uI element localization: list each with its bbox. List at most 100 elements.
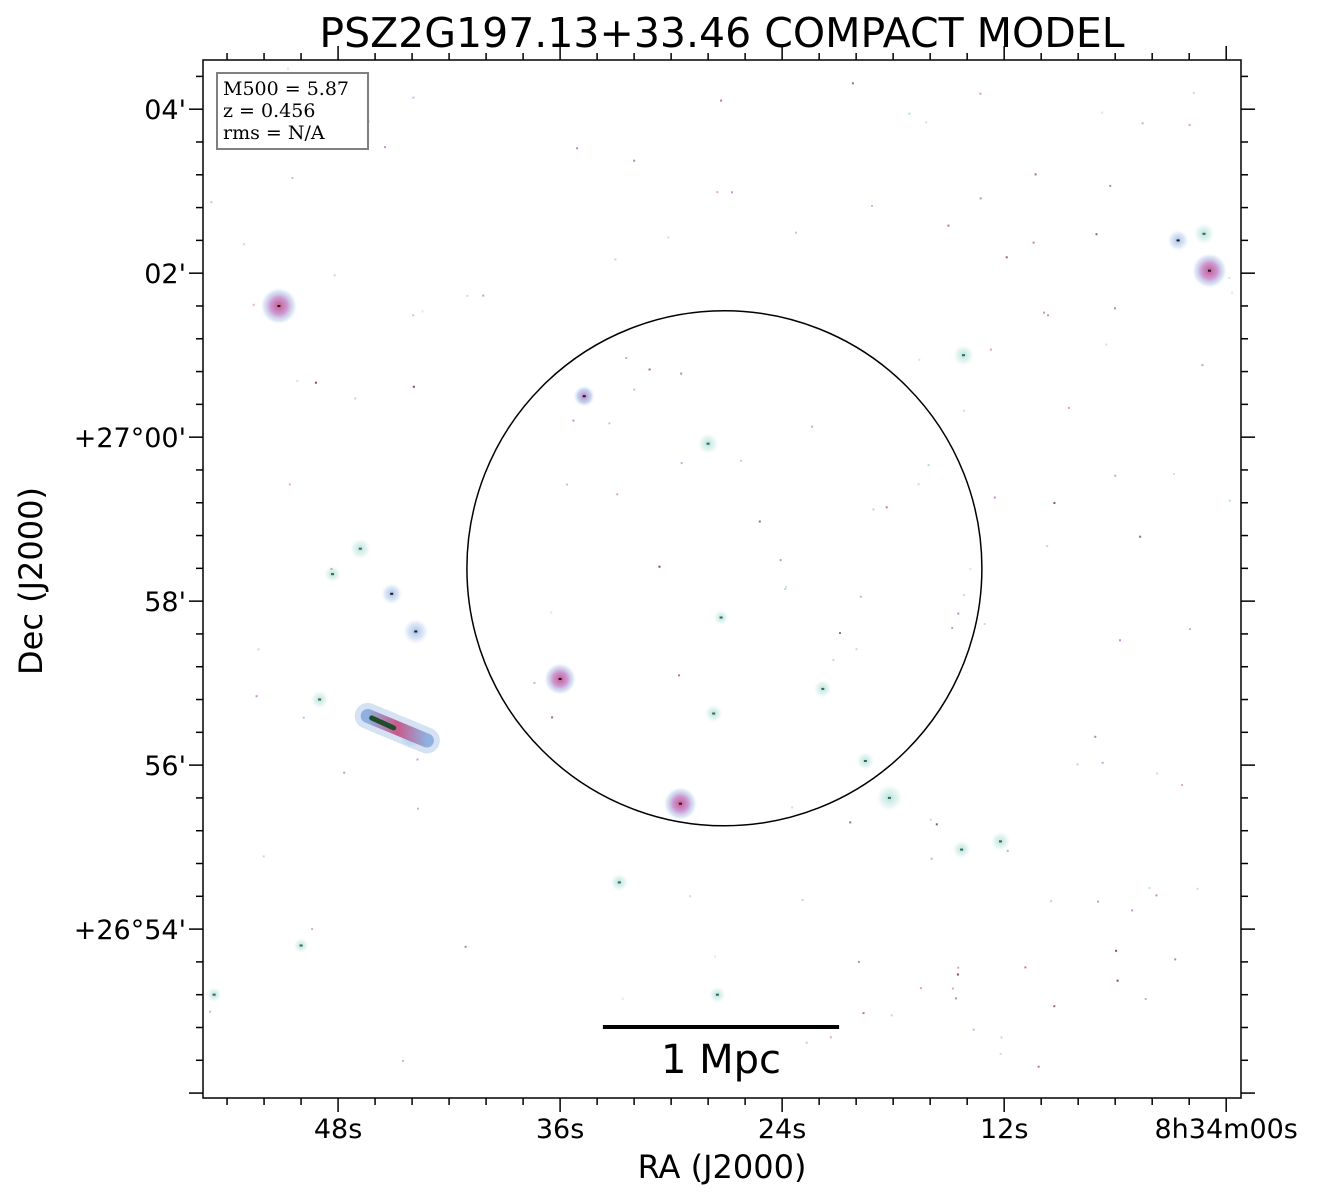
y-tick-label: +26°54' — [74, 915, 186, 946]
noise-pixel — [829, 1036, 832, 1039]
noise-pixel — [784, 588, 787, 590]
noise-pixel — [917, 483, 920, 486]
noise-pixel — [957, 612, 960, 615]
source-blob — [309, 689, 330, 710]
noise-pixel — [1094, 735, 1097, 738]
noise-pixel — [1174, 958, 1177, 961]
noise-pixel — [947, 224, 950, 227]
noise-pixel — [955, 997, 957, 1000]
source-core — [1176, 239, 1180, 242]
noise-pixel — [482, 294, 485, 297]
noise-pixel — [839, 632, 841, 634]
noise-pixel — [412, 314, 415, 317]
source-blob — [1191, 252, 1228, 289]
source-blob — [712, 609, 730, 626]
x-tick-label: 8h34m00s — [1155, 1114, 1298, 1145]
noise-pixel — [648, 368, 651, 371]
noise-pixel — [857, 960, 860, 963]
noise-pixel — [614, 258, 617, 261]
source-core — [1208, 269, 1211, 272]
x-tick-label: 36s — [536, 1114, 584, 1145]
noise-pixel — [572, 419, 575, 422]
source-core — [558, 678, 562, 680]
source-blob — [703, 703, 724, 724]
noise-pixel — [262, 855, 265, 858]
noise-pixel — [302, 716, 305, 719]
source-core — [582, 395, 586, 398]
source-core — [960, 848, 964, 851]
noise-pixel — [464, 945, 467, 948]
noise-pixel — [963, 409, 965, 412]
noise-pixel — [625, 357, 628, 359]
source-blob — [380, 582, 404, 606]
noise-pixel — [550, 611, 553, 614]
source-blob — [205, 986, 223, 1003]
noise-pixel — [1115, 949, 1118, 952]
source-core — [390, 592, 394, 595]
noise-pixel — [1006, 849, 1009, 852]
noise-pixel — [689, 895, 692, 898]
noise-pixel — [1201, 364, 1204, 367]
noise-pixel — [779, 559, 782, 562]
source-core — [719, 616, 723, 619]
noise-pixel — [667, 236, 670, 239]
noise-pixel — [333, 274, 336, 277]
noise-pixel — [972, 1028, 975, 1031]
noise-pixel — [1188, 628, 1191, 631]
noise-pixel — [1148, 887, 1151, 889]
info-rms: rms = N/A — [223, 122, 325, 144]
noise-pixel — [805, 1041, 808, 1044]
noise-pixel — [919, 987, 922, 990]
noise-pixel — [951, 626, 954, 629]
y-axis-label: Dec (J2000) — [12, 487, 50, 675]
chart-title: PSZ2G197.13+33.46 COMPACT MODEL — [319, 9, 1124, 57]
x-tick-label: 24s — [758, 1114, 806, 1145]
noise-pixel — [621, 997, 624, 1000]
noise-pixel — [1097, 900, 1099, 903]
source-core — [999, 840, 1002, 843]
y-tick-label: 02' — [144, 259, 186, 290]
noise-pixel — [716, 191, 719, 194]
noise-pixel — [417, 807, 419, 810]
source-blob — [401, 617, 430, 646]
noise-pixel — [1156, 772, 1159, 775]
noise-pixel — [979, 197, 982, 200]
noise-pixel — [1076, 763, 1079, 766]
noise-pixel — [1231, 291, 1234, 294]
source-core — [821, 687, 825, 690]
noise-pixel — [740, 459, 743, 462]
noise-pixel — [384, 146, 386, 149]
noise-pixel — [979, 92, 982, 95]
noise-pixel — [1037, 1065, 1040, 1068]
x-axis-label: RA (J2000) — [638, 1148, 807, 1186]
noise-pixel — [1139, 535, 1142, 538]
noise-pixel — [1109, 184, 1112, 187]
noise-pixel — [1141, 122, 1144, 125]
noise-pixel — [412, 385, 415, 388]
noise-pixel — [416, 758, 419, 761]
info-box: M500 = 5.87 z = 0.456 rms = N/A — [216, 72, 369, 150]
source-core — [1202, 232, 1206, 235]
noise-pixel — [210, 201, 213, 204]
noise-pixel — [731, 191, 733, 194]
noise-pixel — [343, 771, 346, 774]
noise-pixel — [678, 674, 680, 677]
noise-pixel — [862, 1012, 865, 1015]
noise-pixel — [1101, 111, 1104, 114]
scale-bar-label: 1 Mpc — [661, 1037, 781, 1083]
noise-pixel — [714, 955, 717, 958]
noise-pixel — [885, 506, 888, 509]
y-tick-labels: 04' 02' +27°00' 58' 56' +26°54' — [74, 95, 186, 946]
noise-pixel — [1155, 894, 1158, 897]
noise-pixels — [209, 67, 1234, 1068]
noise-pixel — [255, 695, 258, 698]
noise-pixel — [314, 381, 317, 384]
noise-pixel — [758, 520, 761, 523]
source-core — [863, 760, 867, 762]
plot-frame — [202, 59, 1242, 1099]
noise-pixel — [680, 462, 683, 465]
noise-pixel — [252, 303, 255, 306]
noise-pixel — [243, 243, 246, 246]
noise-pixel — [287, 67, 289, 70]
source-core — [414, 630, 418, 633]
